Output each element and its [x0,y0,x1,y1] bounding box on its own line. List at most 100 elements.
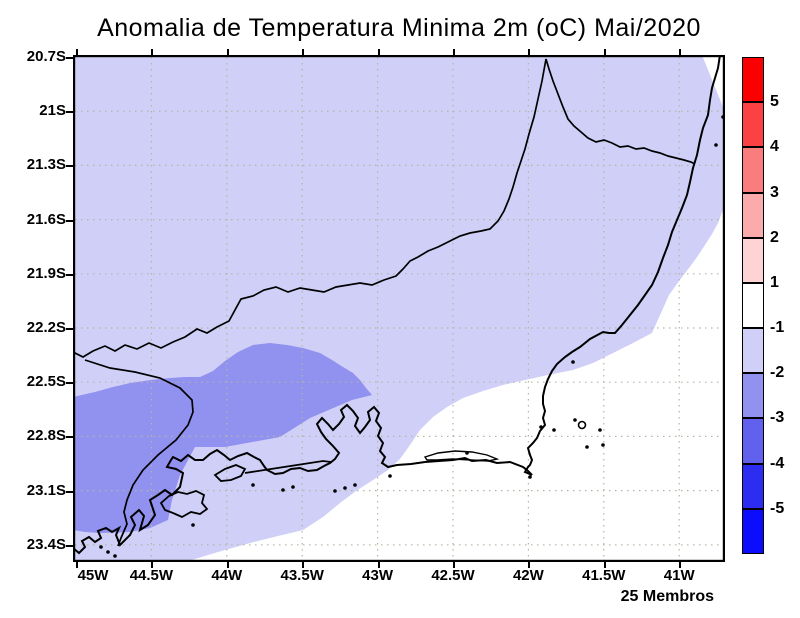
colorbar-segment [742,463,764,509]
coastline [73,55,721,555]
lat-tick-label: 23.1S [26,481,66,499]
lon-tick-mark-top [226,49,229,55]
lon-tick-mark-top [76,49,78,55]
colorbar-tick-label: -3 [770,409,785,427]
lon-tick-mark-top [377,49,380,55]
lon-tick-mark [377,562,380,568]
cabo-frio-island [577,420,587,430]
islet-dot [388,474,392,478]
islet-dot [601,443,605,447]
lon-tick-label: 43.5W [280,567,324,584]
colorbar-segment [742,192,764,238]
marambaia-west-island [213,464,247,482]
state-border-sp-rj [84,359,194,547]
islet-dot [465,451,469,455]
colorbar-tick-label: -1 [770,319,785,337]
lat-tick-mark [66,436,73,439]
islet-dot [333,489,337,493]
lon-tick-mark [76,562,78,568]
colorbar-segment [742,57,764,103]
map-frame [73,55,725,562]
lat-tick-label: 22.5S [26,373,66,391]
lon-tick-label: 41W [663,567,695,584]
islet-dot [573,418,577,422]
marambaia-spit [244,460,332,474]
islet-dot [251,483,255,487]
islet-dot [714,143,718,147]
lon-tick-mark-top [603,49,606,55]
colorbar-tick-label: 3 [770,183,779,201]
islet-dot [552,428,556,432]
islet-dot [106,550,110,554]
lat-tick-mark [66,111,73,114]
lon-tick-mark [226,562,229,568]
colorbar-tick-label: 1 [770,273,779,291]
lon-tick-label: 45W [77,567,109,584]
colorbar-segment [742,147,764,193]
lat-tick-mark [66,490,73,493]
lat-tick-label: 21.6S [26,210,66,228]
ensemble-members-label: 25 Membros [620,588,714,605]
lon-tick-mark [603,562,606,568]
lon-tick-label: 44.5W [129,567,174,584]
islet-dot [281,488,285,492]
colorbar-tick-label: 2 [770,228,779,246]
lon-tick-mark [453,562,455,568]
colorbar-tick-label: -5 [770,499,785,517]
anomaly-colorbar [742,57,764,554]
graticule-gridlines [75,57,723,560]
lat-tick-label: 23.4S [26,535,66,553]
islet-dot [291,485,295,489]
colorbar-segment [742,508,764,554]
colorbar-segment [742,282,764,329]
lon-tick-mark [528,562,531,568]
anomaly-fill-neutral-ocean [185,205,725,562]
lat-tick-label: 21.9S [26,264,66,282]
lon-tick-mark-top [302,49,305,55]
lat-tick-mark [66,328,73,330]
colorbar-tick-label: -4 [770,454,785,472]
islet-dot [598,428,602,432]
islet-dot [539,425,543,429]
colorbar-tick-label: -2 [770,364,785,382]
lon-tick-label: 41.5W [582,567,626,584]
colorbar-segment [742,418,764,464]
araruama-lagoon [423,450,500,462]
lon-tick-mark [679,562,682,568]
lon-tick-label: 44W [211,567,243,584]
colorbar-segment [742,102,764,148]
lon-tick-label: 42W [512,567,544,584]
lon-tick-mark [302,562,305,568]
islet-dots [99,115,725,558]
map-canvas [73,55,725,562]
islet-dot [528,475,532,479]
lon-tick-mark-top [679,49,682,55]
lat-tick-mark [66,165,73,168]
lat-tick-mark [66,382,73,385]
lat-tick-mark [66,273,73,276]
lon-tick-mark [151,562,154,568]
colorbar-segment [742,373,764,419]
lat-tick-mark [66,57,73,59]
lat-tick-label: 22.2S [26,319,66,336]
ilha-grande-island [159,490,209,519]
anomaly-fill-minus2-minus3 [73,343,372,533]
state-border-mg [73,58,696,358]
colorbar-segment [742,328,764,374]
lat-tick-mark [66,219,73,222]
lon-tick-mark-top [528,49,531,55]
islet-dot [113,554,117,558]
islet-dot [343,486,347,490]
colorbar-segment [742,237,764,283]
lon-tick-mark-top [151,49,154,55]
lon-tick-label: 42.5W [431,567,475,584]
lat-tick-mark [66,544,73,547]
figure-title: Anomalia de Temperatura Minima 2m (oC) M… [97,14,701,42]
islet-dot [99,545,103,549]
islet-dot [571,360,575,364]
lon-tick-mark-top [453,49,455,55]
islet-dot [353,483,357,487]
lon-tick-label: 43W [362,567,394,584]
lat-tick-label: 20.7S [26,48,66,65]
